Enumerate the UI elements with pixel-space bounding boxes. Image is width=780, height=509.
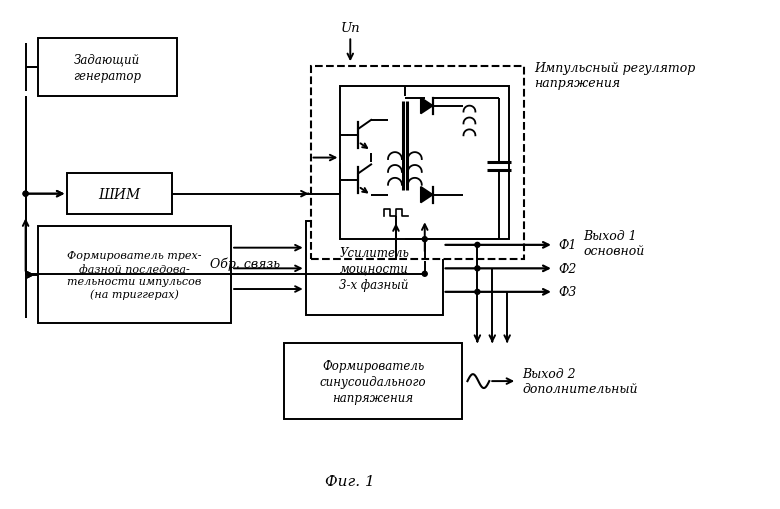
Text: Uп: Uп (341, 22, 360, 35)
Bar (37, 39, 176, 97)
Bar (67, 174, 172, 215)
Circle shape (23, 192, 28, 197)
Polygon shape (420, 99, 433, 115)
Text: Формирователь трех-
фазной последова-
тельности импульсов
(на триггерах): Формирователь трех- фазной последова- те… (67, 251, 201, 300)
Text: Импульсный регулятор
напряжения: Импульсный регулятор напряжения (534, 62, 695, 90)
Text: Ф1: Ф1 (558, 239, 577, 252)
Text: Обр. связь: Обр. связь (210, 257, 280, 270)
Circle shape (475, 290, 480, 295)
Bar (310, 67, 524, 260)
Circle shape (475, 266, 480, 271)
Text: Задающий
генератор: Задающий генератор (73, 53, 141, 82)
Text: Ф3: Ф3 (558, 286, 577, 299)
Bar (37, 227, 231, 324)
Bar (340, 87, 509, 240)
Text: Фиг. 1: Фиг. 1 (325, 474, 375, 489)
Text: ШИМ: ШИМ (98, 187, 140, 201)
Text: Выход 2
дополнительный: Выход 2 дополнительный (522, 367, 637, 395)
Text: Формирователь
синусоидального
напряжения: Формирователь синусоидального напряжения (320, 359, 427, 404)
Circle shape (422, 272, 427, 277)
Circle shape (475, 243, 480, 248)
Text: Усилитель
мощности
3-х фазный: Усилитель мощности 3-х фазный (339, 246, 409, 291)
Circle shape (422, 237, 427, 242)
Bar (284, 344, 463, 419)
Polygon shape (420, 187, 433, 203)
Text: Ф2: Ф2 (558, 262, 577, 275)
Bar (306, 222, 442, 316)
Text: Выход 1
основной: Выход 1 основной (583, 230, 645, 258)
Circle shape (23, 192, 28, 197)
